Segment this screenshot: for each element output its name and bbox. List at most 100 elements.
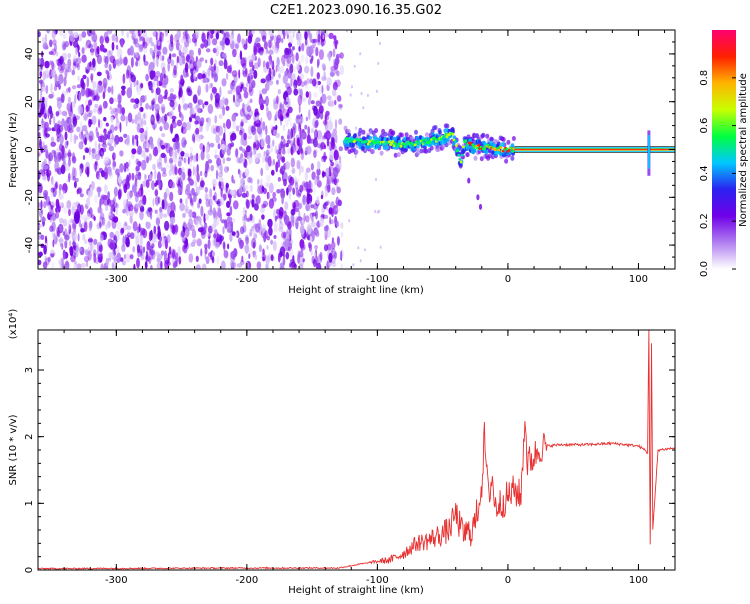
noise-blob — [142, 30, 147, 39]
noise-blob — [293, 199, 300, 208]
noise-blob — [47, 256, 51, 263]
noise-blob — [159, 209, 163, 220]
signal-halo — [479, 156, 484, 162]
noise-blob — [328, 207, 333, 215]
noise-blob — [59, 68, 64, 74]
noise-blob — [276, 79, 279, 85]
noise-blob — [244, 168, 250, 177]
noise-blob — [45, 149, 49, 159]
colorbar-tick-label: 0.0 — [699, 261, 710, 277]
noise-blob — [160, 250, 165, 256]
y-tick-label: 40 — [24, 48, 35, 61]
noise-blob — [117, 93, 123, 100]
noise-blob — [275, 111, 278, 119]
noise-blob — [58, 73, 64, 85]
noise-blob — [40, 169, 46, 177]
noise-blob — [201, 263, 207, 269]
noise-blob — [107, 130, 111, 140]
signal-peak — [451, 132, 455, 136]
noise-blob — [247, 125, 253, 135]
noise-blob — [123, 254, 126, 260]
noise-blob — [179, 198, 183, 204]
noise-blob — [225, 72, 229, 81]
noise-blob — [137, 89, 141, 96]
noise-blob — [293, 30, 296, 33]
noise-blob — [103, 143, 108, 149]
noise-blob — [249, 213, 253, 221]
noise-blob — [201, 32, 206, 43]
noise-blob — [185, 121, 192, 131]
noise-blob — [96, 46, 100, 55]
noise-blob — [324, 33, 329, 38]
noise-blob — [91, 148, 97, 160]
noise-blob — [298, 160, 302, 171]
noise-blob — [62, 231, 66, 236]
noise-blob — [169, 216, 176, 224]
noise-blob — [147, 207, 152, 213]
noise-blob — [222, 53, 227, 58]
noise-blob — [287, 135, 291, 140]
noise-blob — [133, 52, 136, 59]
noise-blob — [88, 130, 94, 141]
noise-blob — [61, 145, 65, 155]
noise-blob — [96, 84, 101, 95]
snr-data — [38, 330, 675, 570]
noise-blob — [97, 107, 103, 115]
signal-peak — [483, 147, 486, 151]
noise-blob — [339, 52, 344, 59]
signal-track — [342, 123, 675, 210]
noise-blob — [51, 60, 54, 71]
noise-blob — [273, 221, 278, 233]
noise-blob — [109, 199, 116, 208]
signal-core — [382, 145, 387, 150]
noise-blob — [304, 171, 308, 181]
noise-blob — [40, 63, 43, 70]
noise-blob — [276, 34, 282, 44]
noise-blob — [287, 147, 291, 155]
noise-blob — [153, 235, 158, 244]
noise-blob — [273, 235, 277, 239]
noise-blob — [247, 177, 252, 183]
noise-blob — [140, 131, 145, 143]
noise-blob — [205, 48, 211, 53]
noise-blob — [339, 155, 342, 164]
noise-blob — [124, 253, 131, 263]
noise-blob — [197, 47, 202, 56]
noise-blob — [326, 260, 330, 269]
noise-blob — [119, 163, 124, 173]
noise-blob — [167, 252, 170, 264]
noise-blob — [80, 262, 86, 268]
noise-blob — [209, 142, 215, 148]
noise-blob — [136, 123, 141, 133]
y-tick-label: -40 — [24, 237, 35, 253]
noise-blob — [217, 143, 221, 150]
noise-blob — [50, 187, 55, 193]
noise-blob — [292, 31, 295, 38]
noise-blob — [121, 88, 126, 96]
noise-blob — [145, 126, 149, 137]
noise-blob — [310, 204, 314, 209]
noise-blob — [237, 157, 242, 164]
noise-blob — [129, 45, 134, 56]
noise-blob — [204, 194, 211, 199]
noise-blob — [96, 131, 100, 139]
noise-blob — [62, 32, 67, 40]
noise-blob — [144, 94, 147, 102]
noise-blob — [42, 172, 47, 181]
noise-blob — [89, 90, 93, 97]
noise-blob — [115, 203, 120, 209]
noise-blob — [338, 118, 343, 125]
noise-blob — [265, 255, 270, 265]
noise-blob — [231, 70, 238, 78]
noise-blob — [303, 212, 306, 222]
noise-blob — [173, 65, 177, 76]
noise-blob — [44, 112, 47, 120]
noise-blob — [126, 191, 132, 200]
noise-blob — [298, 165, 301, 177]
noise-blob — [324, 214, 328, 220]
noise-blob — [116, 252, 122, 263]
noise-blob — [39, 70, 43, 78]
y-tick-label: 3 — [24, 367, 35, 373]
noise-blob — [49, 39, 53, 48]
noise-blob — [144, 174, 147, 179]
